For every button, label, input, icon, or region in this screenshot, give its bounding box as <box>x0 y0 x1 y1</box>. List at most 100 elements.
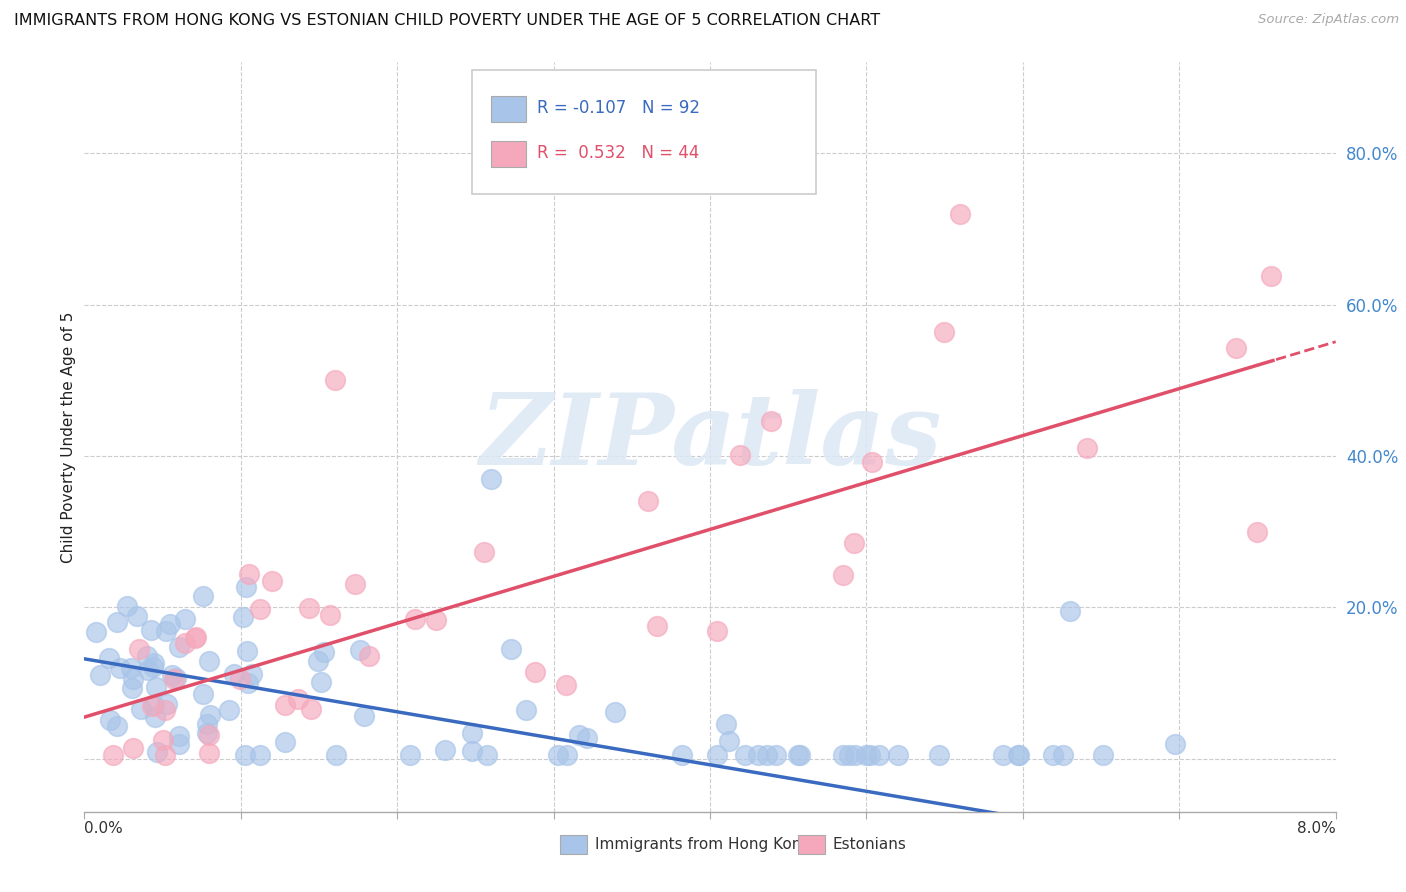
Point <box>314 645 336 659</box>
Point <box>183 631 205 645</box>
Point <box>195 717 218 731</box>
Point <box>141 699 163 714</box>
Point <box>89 668 111 682</box>
Point <box>141 623 163 637</box>
Point <box>1059 604 1081 618</box>
Point <box>353 709 375 723</box>
Point <box>145 745 167 759</box>
Point <box>404 612 426 626</box>
Point <box>287 691 309 706</box>
Point <box>1260 268 1282 283</box>
Point <box>142 660 165 674</box>
Point <box>86 625 108 640</box>
Point <box>156 697 179 711</box>
Point <box>323 373 346 387</box>
Point <box>311 674 333 689</box>
Point <box>671 747 693 762</box>
Point <box>98 713 121 727</box>
Point <box>169 640 191 654</box>
Point <box>197 746 219 760</box>
Point <box>554 678 576 692</box>
Point <box>499 642 522 657</box>
Point <box>240 666 263 681</box>
Point <box>831 567 853 582</box>
Point <box>167 729 190 743</box>
Point <box>299 702 322 716</box>
Point <box>787 747 810 762</box>
Point <box>236 675 259 690</box>
Point <box>472 545 495 559</box>
Point <box>706 747 728 762</box>
Point <box>186 630 208 644</box>
Point <box>105 719 128 733</box>
Point <box>198 728 221 742</box>
Point <box>153 747 176 762</box>
Point <box>359 648 381 663</box>
Point <box>1007 747 1029 762</box>
Point <box>115 599 138 614</box>
Point <box>349 643 371 657</box>
Point <box>121 740 143 755</box>
Point <box>557 747 579 762</box>
Point <box>236 644 259 658</box>
Point <box>716 716 738 731</box>
Point <box>163 673 186 687</box>
Point <box>759 414 782 428</box>
Y-axis label: Child Poverty Under the Age of 5: Child Poverty Under the Age of 5 <box>60 311 76 563</box>
Point <box>298 601 321 615</box>
Point <box>125 608 148 623</box>
Point <box>832 747 855 762</box>
Point <box>159 617 181 632</box>
Point <box>122 673 145 687</box>
Point <box>844 747 866 762</box>
Point <box>274 735 297 749</box>
Point <box>325 747 347 762</box>
Point <box>765 747 787 762</box>
Point <box>547 747 569 762</box>
Point <box>434 742 457 756</box>
Point <box>343 577 366 591</box>
Point <box>575 731 598 745</box>
Point <box>399 747 422 762</box>
Point <box>1076 441 1098 455</box>
Point <box>249 601 271 615</box>
Point <box>235 580 257 594</box>
Point <box>568 728 591 742</box>
Point <box>191 589 214 603</box>
Point <box>142 698 165 713</box>
Point <box>97 650 120 665</box>
Point <box>121 681 143 695</box>
Point <box>173 612 195 626</box>
Point <box>153 703 176 717</box>
Point <box>859 747 882 762</box>
Point <box>645 619 668 633</box>
Point <box>222 667 245 681</box>
Point <box>868 747 890 762</box>
Point <box>515 703 537 717</box>
FancyBboxPatch shape <box>560 835 588 855</box>
Point <box>232 609 254 624</box>
Text: Immigrants from Hong Kong: Immigrants from Hong Kong <box>595 838 811 852</box>
Point <box>1246 524 1268 539</box>
Point <box>1163 737 1185 751</box>
Point <box>155 624 177 639</box>
Point <box>706 624 728 638</box>
Point <box>991 747 1014 762</box>
Point <box>717 734 740 748</box>
Point <box>142 656 165 670</box>
Text: IMMIGRANTS FROM HONG KONG VS ESTONIAN CHILD POVERTY UNDER THE AGE OF 5 CORRELATI: IMMIGRANTS FROM HONG KONG VS ESTONIAN CH… <box>14 13 880 29</box>
Point <box>949 207 972 221</box>
Point <box>135 649 157 664</box>
Point <box>1052 747 1074 762</box>
Point <box>319 608 342 623</box>
Point <box>475 747 498 762</box>
Point <box>198 655 221 669</box>
Point <box>1042 747 1064 762</box>
Text: 0.0%: 0.0% <box>84 821 124 836</box>
Point <box>425 613 447 627</box>
Point <box>128 642 150 657</box>
Point <box>136 663 159 677</box>
Point <box>734 747 756 762</box>
Point <box>887 747 910 762</box>
FancyBboxPatch shape <box>472 70 817 194</box>
